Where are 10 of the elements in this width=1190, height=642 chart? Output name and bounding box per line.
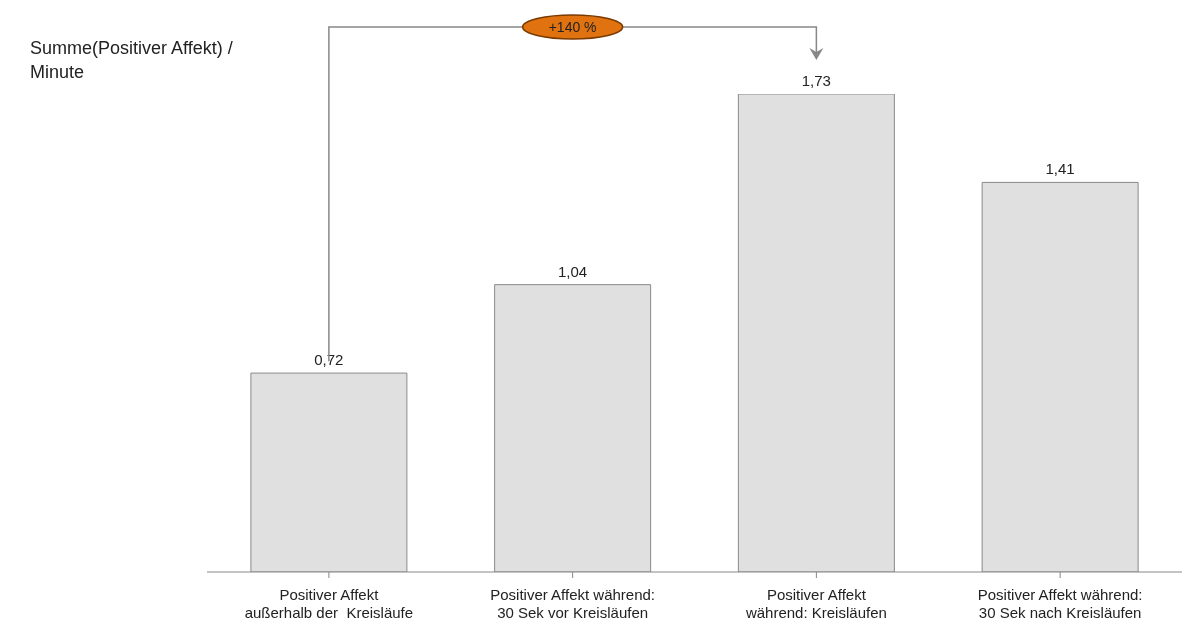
y-axis-title: Summe(Positiver Affekt) / Minute (30, 37, 233, 84)
x-tick-label: Positiver Affekt während: 30 Sek nach Kreisläufen (977, 586, 1143, 621)
data-label: 1,73 (801, 72, 831, 89)
data-label: 0,72 (314, 351, 344, 369)
x-tick-label: Positiver Affekt während: 30 Sek vor Kreisläufen (490, 586, 656, 621)
data-label: 1,41 (1045, 160, 1075, 178)
x-tick-label: Positiver Affekt während: Kreisläufen (744, 586, 887, 621)
text: +140 % (548, 19, 597, 35)
x-tick-label: Positiver Affekt außerhalb der Kreisläufe (244, 586, 414, 621)
data-label: 1,04 (558, 262, 588, 280)
